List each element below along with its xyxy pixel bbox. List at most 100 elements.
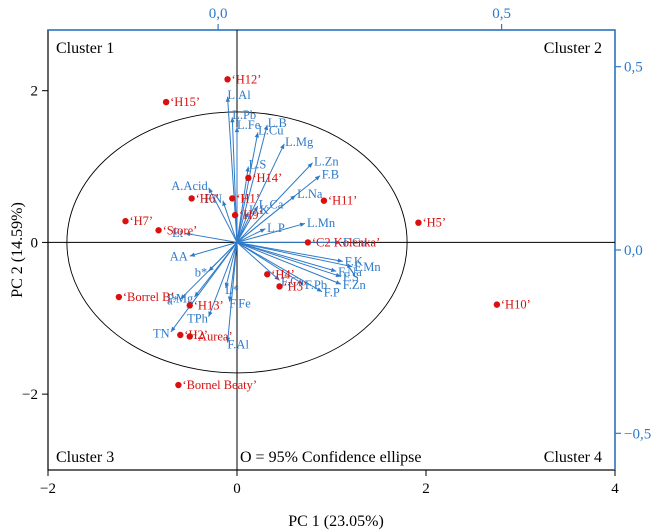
score-label: ‘H7’ — [129, 214, 153, 228]
loading-vector — [236, 194, 296, 243]
loading-label: L.Ca — [259, 197, 284, 211]
loading-label: L.Mg — [285, 135, 314, 149]
plot-frame — [47, 29, 616, 471]
loading-vector — [236, 241, 353, 268]
y-tick-label: 0 — [31, 235, 39, 251]
loading-vector — [236, 241, 337, 272]
loading-label: L.S — [249, 158, 267, 172]
score-point — [224, 76, 231, 83]
loading-arrowhead — [280, 143, 285, 150]
loading-arrowhead — [245, 166, 250, 172]
score-label: ‘H12’ — [232, 72, 262, 86]
loading-label: F.Pb — [305, 278, 327, 292]
cluster-2-label: Cluster 2 — [544, 40, 602, 57]
loading-arrowhead — [208, 311, 213, 317]
ellipse-note: O = 95% Confidence ellipse — [240, 449, 421, 466]
loading-vector — [208, 187, 238, 243]
loading-label: F.B — [322, 167, 339, 181]
loading-vector — [231, 117, 238, 243]
loading-arrowhead — [189, 252, 196, 257]
score-label: ‘H5’ — [422, 216, 446, 230]
axis-ticks: −2 0 2 4 −2 0 2 0,0 0,5 0,5 0,0 −0,5 — [22, 6, 651, 497]
loading-label: a* — [167, 294, 179, 308]
loading-label: L.Fe — [237, 118, 261, 132]
loading-vector — [236, 241, 323, 293]
loading-vectors: L.AlL.PbL.FeL.CuL.BL.MgL.ZnF.BL.SL.NaL.C… — [153, 88, 381, 352]
loading-arrowhead — [224, 282, 230, 288]
score-point — [155, 227, 162, 234]
y-tick-label: −2 — [22, 387, 38, 403]
cluster-4-label: Cluster 4 — [544, 449, 602, 466]
right-tick-label: 0,0 — [624, 243, 643, 259]
loading-arrowhead — [337, 258, 343, 263]
score-point — [493, 301, 501, 308]
loading-arrowhead — [253, 206, 258, 212]
loading-label: F.Mn — [354, 260, 381, 274]
loading-arrowhead — [230, 117, 235, 123]
loading-arrowhead — [225, 337, 231, 343]
score-label: ‘Bornel Beaty’ — [182, 378, 257, 392]
loading-label: Et — [172, 226, 184, 240]
loading-arrowhead — [227, 296, 233, 302]
score-label: ‘H4’ — [271, 267, 295, 281]
score-point — [264, 271, 271, 278]
loading-label: L.P — [267, 221, 285, 235]
loading-arrowhead — [346, 263, 353, 268]
score-point — [229, 195, 236, 202]
score-points: ‘H12’ ‘H15’ ‘H14’ ‘H11’ ‘H5’ ‘H6’ ‘H1’ ‘H9’ ‘H7’… — [115, 72, 531, 392]
loading-arrowhead — [259, 228, 266, 233]
loading-label: F.P — [324, 286, 340, 300]
y-tick-label: 2 — [31, 84, 39, 100]
loading-arrowhead — [335, 240, 341, 245]
loading-label: F.S — [343, 270, 359, 284]
score-label: ‘H10’ — [501, 298, 531, 312]
top-tick-label: 0,0 — [209, 6, 228, 22]
loading-vector — [236, 162, 313, 243]
cluster-1-label: Cluster 1 — [56, 40, 114, 57]
score-point — [231, 211, 239, 219]
score-label: ‘H1’ — [236, 191, 260, 205]
loading-label: F.N — [204, 192, 222, 206]
loading-arrowhead — [185, 232, 191, 237]
loading-vector — [227, 242, 238, 343]
loading-arrowhead — [330, 267, 337, 272]
score-point — [320, 197, 328, 204]
zero-lines — [48, 30, 615, 470]
loading-arrowhead — [234, 127, 240, 133]
loading-label: F.Ca — [281, 275, 304, 289]
score-label: ‘H6’ — [196, 191, 220, 205]
loading-arrowhead — [222, 200, 227, 207]
right-tick-label: 0,5 — [624, 60, 643, 76]
loading-label: F.Al — [227, 338, 249, 352]
loading-arrowhead — [335, 280, 341, 285]
loading-vector — [236, 222, 306, 243]
loading-label: F.Fe — [229, 297, 251, 311]
loading-vector — [236, 124, 268, 243]
loading-label: F.Zn — [343, 278, 367, 292]
loading-vector — [236, 205, 259, 243]
score-label: ‘Aurea’ — [194, 329, 233, 343]
x-tick-label: 0 — [233, 481, 241, 497]
loading-label: b* — [195, 266, 208, 280]
loading-vector — [236, 241, 304, 285]
score-label: ‘H11’ — [328, 194, 357, 208]
loading-arrowhead — [170, 326, 176, 332]
loading-vector — [225, 242, 238, 289]
loading-arrowhead — [180, 294, 186, 300]
loading-vector — [208, 242, 238, 317]
loading-arrowhead — [297, 279, 304, 285]
score-point — [186, 333, 193, 340]
loading-vector — [236, 143, 285, 243]
loading-arrowhead — [290, 195, 296, 201]
confidence-ellipse — [66, 111, 408, 374]
loading-vector — [236, 132, 259, 243]
score-label: ‘H3’ — [284, 279, 308, 293]
score-label: ‘C2 Kolenka’ — [312, 235, 380, 249]
top-tick-label: 0,5 — [492, 6, 511, 22]
loading-arrowhead — [263, 124, 269, 131]
loading-arrowhead — [314, 175, 321, 181]
score-point — [115, 293, 123, 301]
score-point — [122, 217, 129, 225]
loading-vector — [236, 228, 266, 243]
